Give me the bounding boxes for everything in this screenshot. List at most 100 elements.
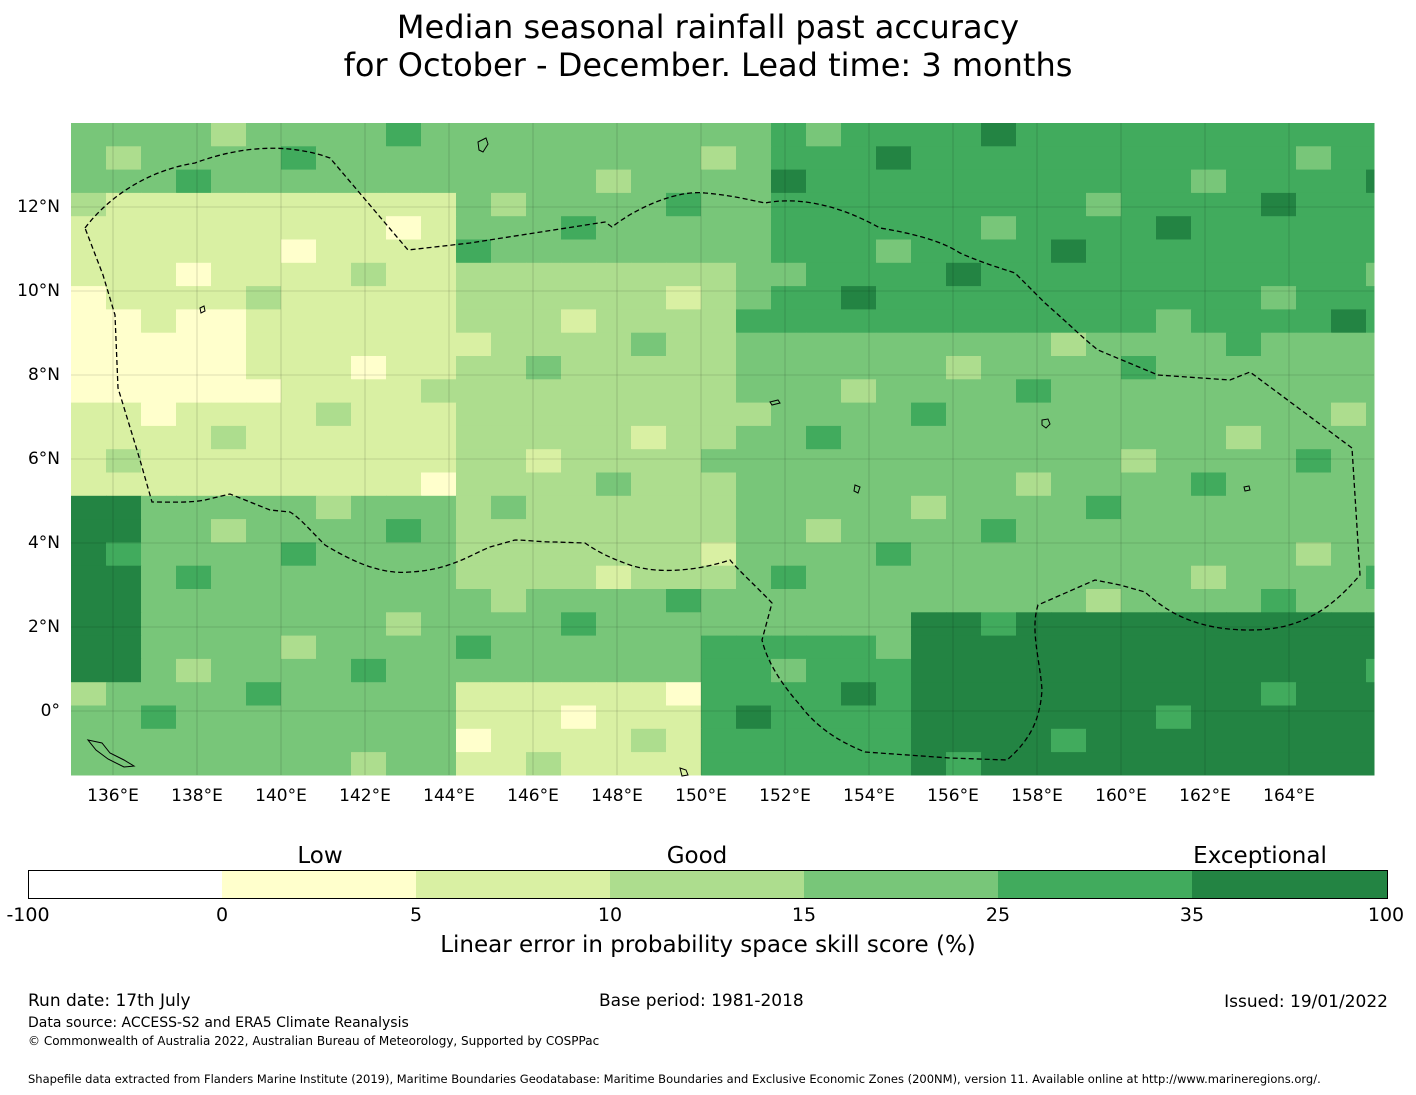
grid-cell bbox=[386, 519, 422, 543]
grid-cell bbox=[1331, 379, 1367, 404]
grid-cell bbox=[1366, 612, 1375, 637]
grid-cell bbox=[841, 425, 877, 450]
grid-cell bbox=[806, 309, 842, 334]
grid-cell bbox=[666, 565, 702, 590]
grid-cell bbox=[386, 728, 422, 753]
copyright: © Commonwealth of Australia 2022, Austra… bbox=[28, 1034, 600, 1048]
grid-cell bbox=[351, 216, 387, 240]
grid-cell bbox=[981, 705, 1017, 730]
grid-cell bbox=[946, 356, 982, 380]
grid-cell bbox=[1156, 565, 1192, 590]
grid-cell bbox=[246, 169, 282, 194]
grid-cell bbox=[1156, 682, 1192, 706]
grid-cell bbox=[1086, 565, 1122, 590]
grid-cell bbox=[631, 589, 667, 613]
grid-cell bbox=[1156, 216, 1192, 240]
grid-cell bbox=[421, 682, 457, 706]
grid-cell bbox=[981, 542, 1017, 567]
grid-cell bbox=[561, 192, 597, 217]
grid-cell bbox=[491, 705, 527, 730]
grid-cell bbox=[631, 425, 667, 450]
grid-cell bbox=[596, 682, 632, 706]
colorbar-segment bbox=[416, 870, 611, 899]
colorbar-tick: -100 bbox=[6, 904, 50, 926]
grid-cell bbox=[106, 519, 142, 543]
grid-cell bbox=[1121, 425, 1157, 450]
grid-cell bbox=[736, 379, 772, 404]
grid-cell bbox=[946, 332, 982, 357]
grid-cell bbox=[1366, 356, 1375, 380]
grid-cell bbox=[771, 542, 807, 567]
grid-cell bbox=[351, 309, 387, 334]
grid-cell bbox=[631, 379, 667, 404]
grid-cell bbox=[1366, 752, 1375, 776]
grid-cell bbox=[1331, 612, 1367, 637]
grid-cell bbox=[281, 495, 317, 520]
grid-cell bbox=[351, 612, 387, 637]
grid-cell bbox=[176, 472, 212, 497]
lat-label: 10°N bbox=[17, 281, 60, 301]
grid-cell bbox=[1156, 169, 1192, 194]
grid-cell bbox=[1261, 472, 1297, 497]
grid-cell bbox=[701, 495, 737, 520]
grid-cell bbox=[1296, 658, 1332, 683]
grid-cell bbox=[1051, 728, 1087, 753]
grid-cell bbox=[246, 449, 282, 473]
grid-cell bbox=[211, 682, 247, 706]
grid-cell bbox=[456, 495, 492, 520]
grid-cell bbox=[176, 379, 212, 404]
grid-cell bbox=[1261, 728, 1297, 753]
grid-cell bbox=[211, 239, 247, 264]
grid-cell bbox=[386, 262, 422, 287]
grid-cell bbox=[1191, 495, 1227, 520]
grid-cell bbox=[1191, 146, 1227, 171]
grid-cell bbox=[351, 379, 387, 404]
grid-cell bbox=[211, 402, 247, 427]
grid-cell bbox=[841, 286, 877, 310]
grid-cell bbox=[491, 425, 527, 450]
grid-cell bbox=[631, 705, 667, 730]
grid-cell bbox=[1366, 589, 1375, 613]
grid-cell bbox=[351, 495, 387, 520]
grid-cell bbox=[981, 402, 1017, 427]
grid-cell bbox=[281, 752, 317, 776]
grid-cell bbox=[1051, 192, 1087, 217]
grid-cell bbox=[141, 286, 177, 310]
grid-cell bbox=[106, 658, 142, 683]
grid-cell bbox=[526, 262, 562, 287]
grid-cell bbox=[176, 262, 212, 287]
grid-cell bbox=[491, 239, 527, 264]
grid-cell bbox=[1331, 169, 1367, 194]
grid-cell bbox=[981, 262, 1017, 287]
grid-cell bbox=[421, 612, 457, 637]
grid-cell bbox=[281, 286, 317, 310]
grid-cell bbox=[561, 705, 597, 730]
grid-cell bbox=[946, 472, 982, 497]
grid-cell bbox=[666, 495, 702, 520]
grid-cell bbox=[246, 123, 282, 147]
grid-cell bbox=[1121, 309, 1157, 334]
legend-category-low: Low bbox=[297, 843, 343, 869]
grid-cell bbox=[386, 402, 422, 427]
grid-cell bbox=[526, 402, 562, 427]
grid-cell bbox=[701, 262, 737, 287]
grid-cell bbox=[1261, 519, 1297, 543]
grid-cell bbox=[71, 332, 107, 357]
grid-cell bbox=[1366, 705, 1375, 730]
grid-cell bbox=[176, 635, 212, 660]
grid-cell bbox=[1051, 752, 1087, 776]
grid-cell bbox=[351, 752, 387, 776]
grid-cell bbox=[1121, 449, 1157, 473]
grid-cell bbox=[1086, 589, 1122, 613]
grid-cell bbox=[736, 472, 772, 497]
grid-cell bbox=[561, 402, 597, 427]
grid-cell bbox=[736, 542, 772, 567]
grid-cell bbox=[421, 192, 457, 217]
grid-cell bbox=[456, 589, 492, 613]
grid-cell bbox=[421, 286, 457, 310]
grid-cell bbox=[631, 612, 667, 637]
grid-cell bbox=[176, 682, 212, 706]
grid-cell bbox=[1296, 449, 1332, 473]
grid-cell bbox=[351, 169, 387, 194]
grid-cell bbox=[281, 169, 317, 194]
